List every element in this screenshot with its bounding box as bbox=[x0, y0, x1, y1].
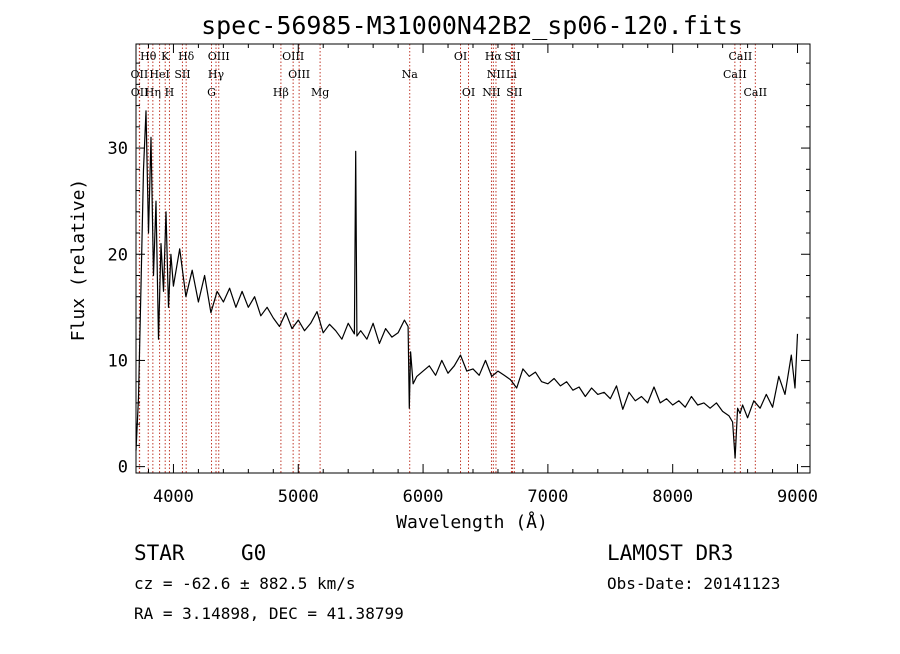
emission-line-label: Mg bbox=[311, 86, 329, 99]
emission-line-label: Li bbox=[506, 68, 517, 81]
emission-line-label: SII bbox=[506, 86, 522, 99]
emission-line-label: OIII bbox=[282, 50, 304, 63]
emission-line-label: Hβ bbox=[273, 86, 289, 99]
emission-line-label: CaII bbox=[723, 68, 747, 81]
x-tick-label: 7000 bbox=[527, 487, 568, 507]
emission-line-label: SII bbox=[174, 68, 190, 81]
y-tick-label: 30 bbox=[108, 139, 128, 159]
emission-line-label: OIII bbox=[208, 50, 230, 63]
emission-line-label: HeI bbox=[149, 68, 169, 81]
plot-frame bbox=[135, 43, 811, 474]
emission-line-label: CaII bbox=[743, 86, 767, 99]
emission-line-label: Hα bbox=[485, 50, 503, 63]
emission-line-label: Hδ bbox=[178, 50, 195, 63]
spectrum-series-line bbox=[135, 110, 799, 459]
emission-line-label: CaII bbox=[729, 50, 753, 63]
object-subclass: G0 bbox=[241, 541, 266, 565]
emission-line-label: Na bbox=[402, 68, 419, 81]
emission-line-label: H bbox=[165, 86, 175, 99]
x-tick-label: 8000 bbox=[652, 487, 693, 507]
object-class: STAR bbox=[134, 541, 185, 565]
redshift-velocity: cz = -62.6 ± 882.5 km/s bbox=[134, 574, 356, 593]
x-axis-title: Wavelength (Å) bbox=[396, 511, 548, 533]
observation-date: Obs-Date: 20141123 bbox=[607, 574, 780, 593]
x-tick-label: 6000 bbox=[403, 487, 444, 507]
x-tick-label: 5000 bbox=[278, 487, 319, 507]
y-axis-ticks: 0 10 20 30 bbox=[108, 62, 810, 478]
emission-line-label: OIII bbox=[288, 68, 310, 81]
y-tick-label: 10 bbox=[108, 351, 128, 371]
chart-title: spec-56985-M31000N42B2_sp06-120.fits bbox=[201, 11, 743, 40]
emission-line-label: NII bbox=[482, 86, 500, 99]
emission-line-label: K bbox=[161, 50, 170, 63]
emission-line-label: SII bbox=[504, 50, 520, 63]
emission-line-label: G bbox=[207, 86, 216, 99]
emission-line-label: Hγ bbox=[208, 68, 225, 81]
emission-line-label: OII bbox=[131, 86, 149, 99]
sky-coordinates: RA = 3.14898, DEC = 41.38799 bbox=[134, 604, 404, 623]
emission-line-markers bbox=[138, 44, 756, 473]
emission-line-label: Hη bbox=[145, 86, 161, 99]
emission-line-label: OI bbox=[454, 50, 467, 63]
x-tick-label: 9000 bbox=[777, 487, 818, 507]
emission-line-label: NII bbox=[487, 68, 505, 81]
y-tick-label: 20 bbox=[108, 245, 128, 265]
emission-line-label: OI bbox=[462, 86, 475, 99]
y-axis-title: Flux (relative) bbox=[68, 179, 89, 342]
x-tick-label: 4000 bbox=[153, 487, 194, 507]
survey-name: LAMOST DR3 bbox=[607, 541, 733, 565]
x-axis-ticks: 4000 5000 6000 7000 8000 9000 bbox=[147, 44, 818, 507]
y-tick-label: 0 bbox=[118, 458, 128, 478]
emission-line-label: Hθ bbox=[140, 50, 157, 63]
emission-line-label: OII bbox=[131, 68, 149, 81]
